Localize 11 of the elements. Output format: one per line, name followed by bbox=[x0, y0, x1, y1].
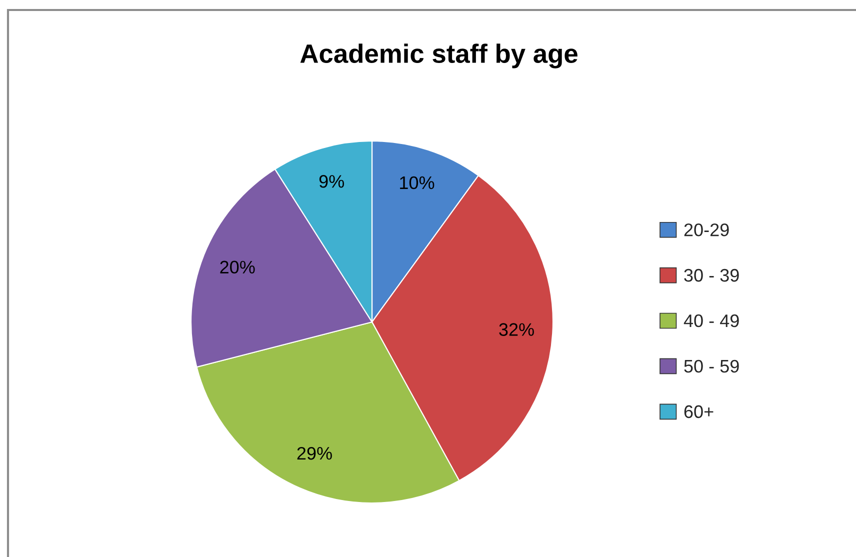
data-label: 32% bbox=[499, 323, 534, 336]
data-label: 20% bbox=[220, 260, 255, 274]
data-label: 10% bbox=[400, 176, 434, 190]
chart-title: Academic staff by age bbox=[300, 44, 578, 68]
legend-label: 50 - 59 bbox=[684, 360, 739, 373]
data-label: 29% bbox=[297, 446, 332, 460]
legend-label: 30 - 39 bbox=[684, 268, 739, 282]
data-label: 9% bbox=[319, 175, 344, 188]
legend-label: 60+ bbox=[684, 405, 714, 418]
legend-label: 20-29 bbox=[684, 223, 729, 236]
legend-label: 40 - 49 bbox=[684, 314, 739, 328]
